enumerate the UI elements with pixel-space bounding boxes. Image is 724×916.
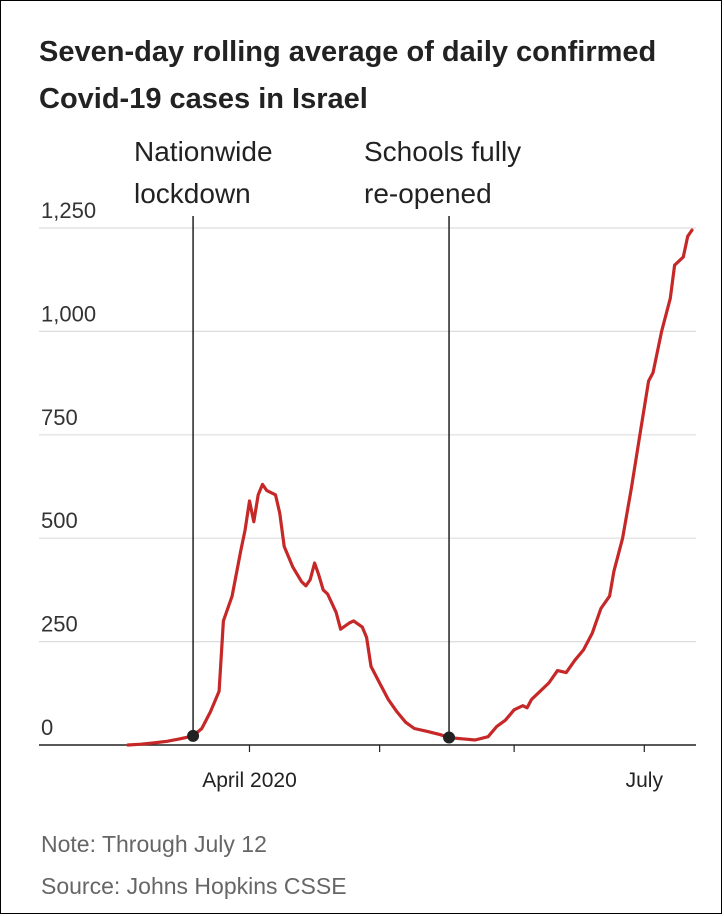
y-tick-label: 500 (41, 508, 78, 533)
chart-note: Note: Through July 12 (41, 831, 267, 857)
event-label: re-opened (364, 178, 492, 209)
series-line (126, 228, 694, 747)
y-tick-label: 1,000 (41, 301, 96, 326)
event-label: Nationwide (134, 136, 273, 167)
y-tick-label: 250 (41, 612, 78, 637)
chart-plot: 0 250 500 750 1,000 1,250 April 2020 July Nation… (39, 136, 696, 792)
chart-source: Source: Johns Hopkins CSSE (41, 873, 347, 899)
event-label: lockdown (134, 178, 251, 209)
y-tick-label: 0 (41, 715, 53, 740)
y-tick-label: 750 (41, 405, 78, 430)
y-tick-label: 1,250 (41, 198, 96, 223)
event-marker (187, 729, 200, 742)
event-label: Schools fully (364, 136, 521, 167)
x-tick-label: July (626, 769, 664, 792)
event-marker (443, 731, 456, 744)
x-tick-label: April 2020 (202, 769, 297, 792)
chart-title: Seven-day rolling average of daily confi… (39, 36, 657, 115)
